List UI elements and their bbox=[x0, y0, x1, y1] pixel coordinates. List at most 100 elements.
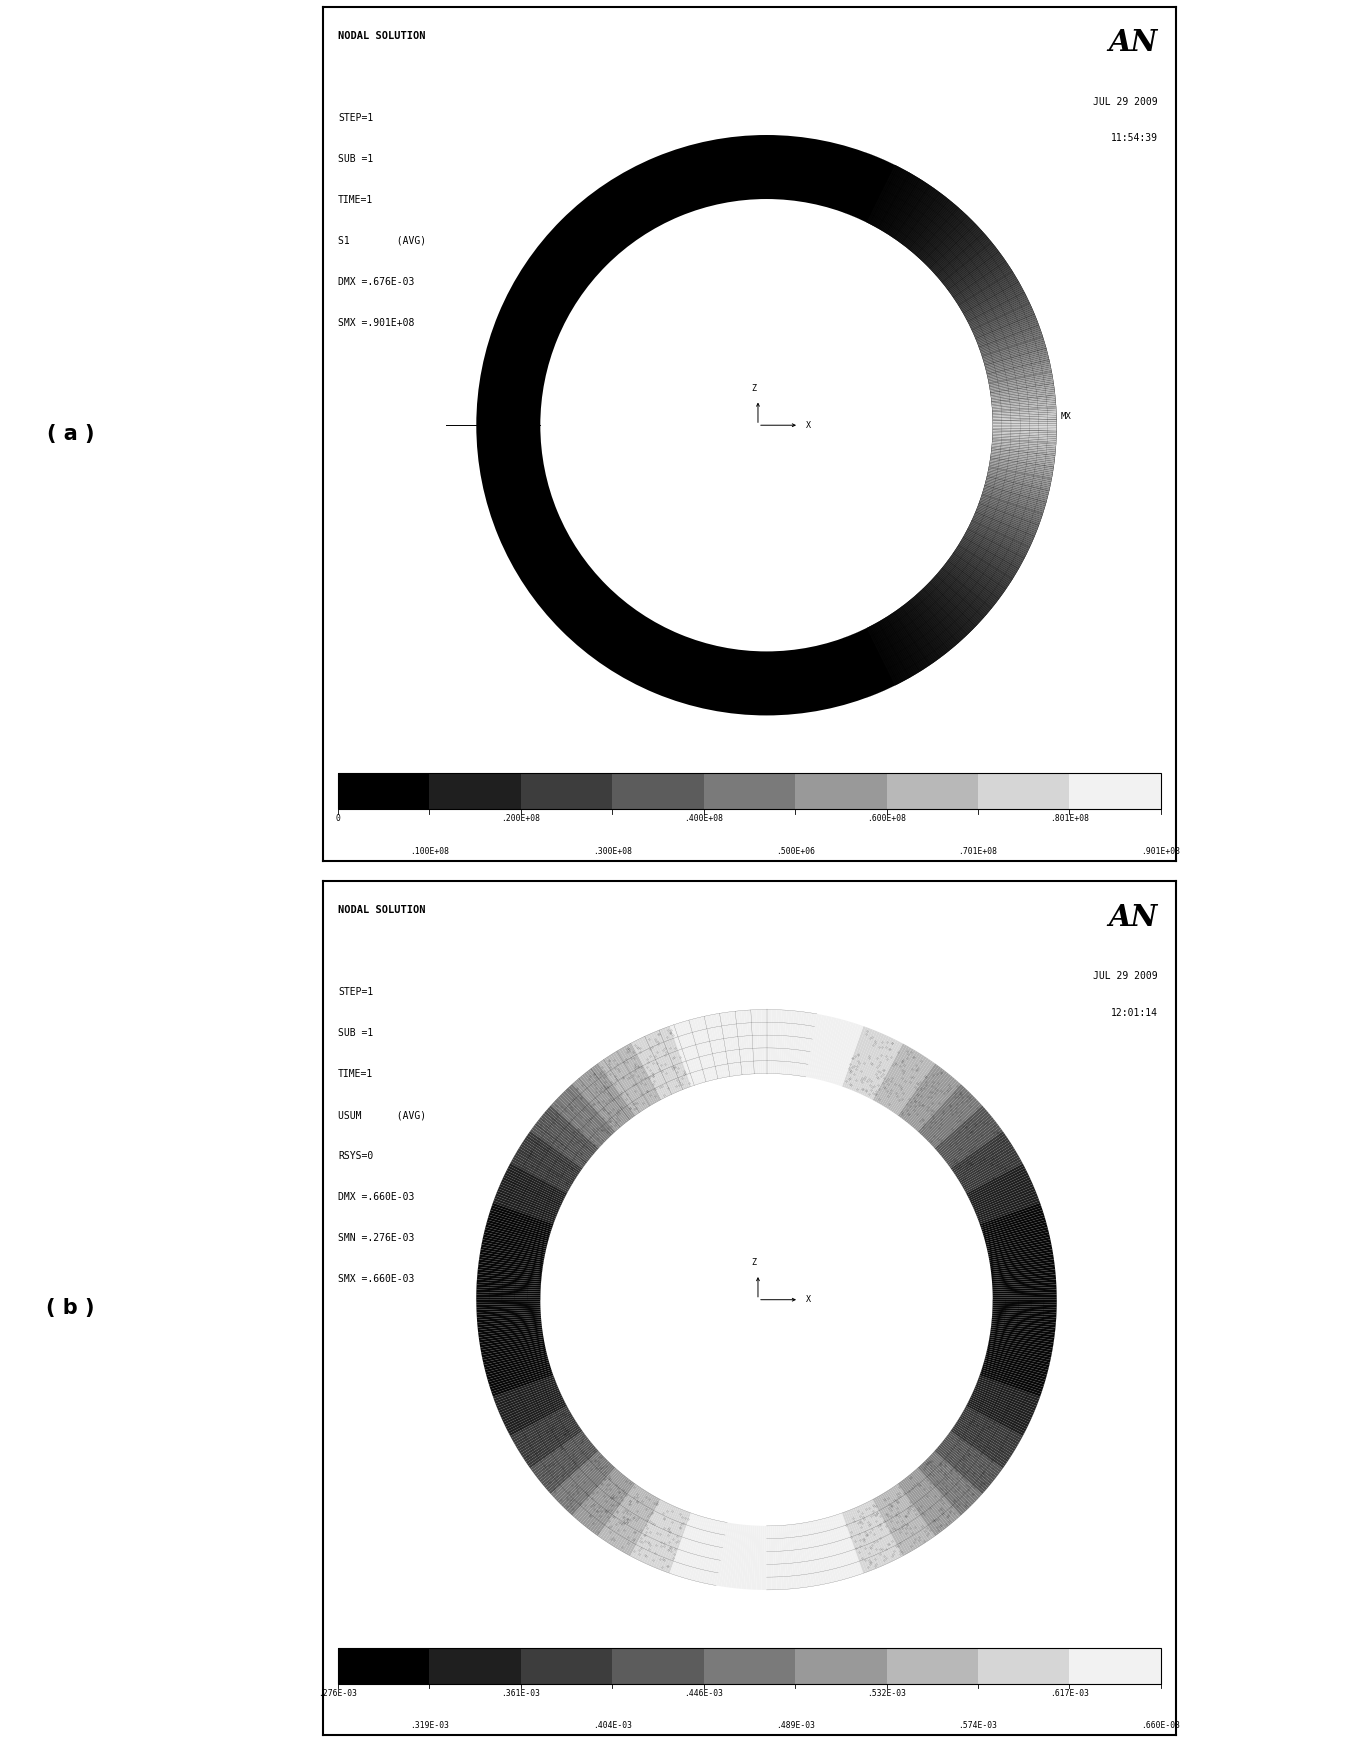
Wedge shape bbox=[792, 1012, 802, 1075]
Wedge shape bbox=[952, 258, 1005, 296]
Wedge shape bbox=[984, 1359, 1047, 1378]
Wedge shape bbox=[478, 1266, 542, 1277]
Wedge shape bbox=[772, 1010, 777, 1073]
Wedge shape bbox=[728, 1012, 739, 1075]
Wedge shape bbox=[798, 1524, 810, 1587]
Wedge shape bbox=[983, 340, 1044, 359]
Wedge shape bbox=[898, 608, 937, 662]
Wedge shape bbox=[677, 1023, 699, 1085]
Wedge shape bbox=[991, 448, 1055, 456]
Wedge shape bbox=[990, 460, 1053, 472]
Wedge shape bbox=[770, 1010, 774, 1073]
Wedge shape bbox=[992, 420, 1056, 422]
Wedge shape bbox=[979, 500, 1040, 524]
Wedge shape bbox=[867, 627, 896, 686]
Wedge shape bbox=[975, 314, 1036, 340]
Wedge shape bbox=[976, 317, 1037, 343]
Wedge shape bbox=[496, 1381, 556, 1406]
Wedge shape bbox=[953, 261, 1007, 298]
Wedge shape bbox=[810, 1521, 825, 1585]
Wedge shape bbox=[974, 307, 1032, 334]
Wedge shape bbox=[536, 1122, 588, 1162]
Wedge shape bbox=[551, 1451, 600, 1496]
Wedge shape bbox=[485, 1230, 547, 1247]
Text: SMX =.901E+08: SMX =.901E+08 bbox=[338, 317, 414, 327]
Wedge shape bbox=[617, 1050, 651, 1106]
Wedge shape bbox=[972, 1392, 1032, 1420]
Wedge shape bbox=[489, 1214, 550, 1235]
Wedge shape bbox=[992, 430, 1056, 436]
Wedge shape bbox=[890, 181, 926, 237]
Wedge shape bbox=[929, 223, 976, 268]
Wedge shape bbox=[946, 1124, 998, 1164]
Wedge shape bbox=[918, 1084, 963, 1132]
Wedge shape bbox=[533, 1434, 586, 1474]
Wedge shape bbox=[982, 1207, 1043, 1230]
Wedge shape bbox=[904, 1477, 945, 1529]
Wedge shape bbox=[988, 1343, 1052, 1357]
Wedge shape bbox=[987, 357, 1049, 375]
Wedge shape bbox=[956, 267, 1011, 303]
Wedge shape bbox=[829, 1517, 849, 1578]
Wedge shape bbox=[478, 1272, 542, 1280]
Wedge shape bbox=[992, 1301, 1056, 1305]
Wedge shape bbox=[974, 1185, 1033, 1211]
Wedge shape bbox=[800, 1523, 812, 1587]
Wedge shape bbox=[992, 401, 1056, 408]
Wedge shape bbox=[936, 232, 984, 275]
Wedge shape bbox=[823, 1519, 842, 1580]
Wedge shape bbox=[986, 1230, 1049, 1247]
Wedge shape bbox=[945, 563, 997, 603]
Wedge shape bbox=[869, 1042, 900, 1099]
Wedge shape bbox=[708, 1016, 723, 1078]
Wedge shape bbox=[991, 446, 1056, 453]
Text: .701E+08: .701E+08 bbox=[959, 847, 998, 855]
Wedge shape bbox=[604, 1057, 642, 1111]
Wedge shape bbox=[898, 188, 936, 242]
Wedge shape bbox=[487, 1361, 550, 1380]
Wedge shape bbox=[900, 1481, 941, 1533]
Wedge shape bbox=[810, 1016, 825, 1078]
Wedge shape bbox=[960, 1415, 1017, 1449]
Text: TIME=1: TIME=1 bbox=[338, 1070, 374, 1080]
Wedge shape bbox=[978, 1380, 1039, 1404]
Wedge shape bbox=[658, 1509, 684, 1570]
Wedge shape bbox=[945, 1437, 997, 1479]
Wedge shape bbox=[992, 408, 1056, 413]
Wedge shape bbox=[971, 521, 1029, 550]
Wedge shape bbox=[991, 1319, 1056, 1327]
Wedge shape bbox=[951, 1131, 1005, 1171]
Wedge shape bbox=[984, 486, 1047, 503]
Wedge shape bbox=[877, 1047, 911, 1104]
Wedge shape bbox=[804, 1014, 816, 1077]
Wedge shape bbox=[477, 1303, 540, 1306]
Wedge shape bbox=[972, 1178, 1030, 1205]
Wedge shape bbox=[521, 1141, 577, 1178]
Wedge shape bbox=[888, 615, 925, 669]
Text: AN: AN bbox=[1108, 28, 1158, 57]
Wedge shape bbox=[598, 1484, 636, 1538]
Wedge shape bbox=[582, 1075, 624, 1125]
Wedge shape bbox=[780, 1526, 787, 1589]
Wedge shape bbox=[749, 1526, 754, 1589]
Wedge shape bbox=[990, 380, 1053, 392]
Wedge shape bbox=[596, 1063, 635, 1117]
Wedge shape bbox=[525, 1136, 580, 1172]
Wedge shape bbox=[704, 1521, 719, 1583]
Wedge shape bbox=[869, 1500, 900, 1559]
Wedge shape bbox=[481, 1244, 544, 1258]
Wedge shape bbox=[497, 1385, 558, 1411]
Wedge shape bbox=[852, 1031, 877, 1090]
Wedge shape bbox=[938, 1446, 988, 1488]
Wedge shape bbox=[992, 418, 1056, 422]
Wedge shape bbox=[964, 535, 1021, 568]
Wedge shape bbox=[806, 1014, 819, 1077]
Wedge shape bbox=[934, 577, 982, 620]
Wedge shape bbox=[987, 362, 1051, 378]
Wedge shape bbox=[478, 1265, 542, 1273]
Wedge shape bbox=[479, 1256, 543, 1268]
Wedge shape bbox=[598, 1063, 636, 1115]
Wedge shape bbox=[524, 1425, 580, 1462]
Wedge shape bbox=[838, 1024, 861, 1085]
Text: S1        (AVG): S1 (AVG) bbox=[338, 235, 427, 246]
